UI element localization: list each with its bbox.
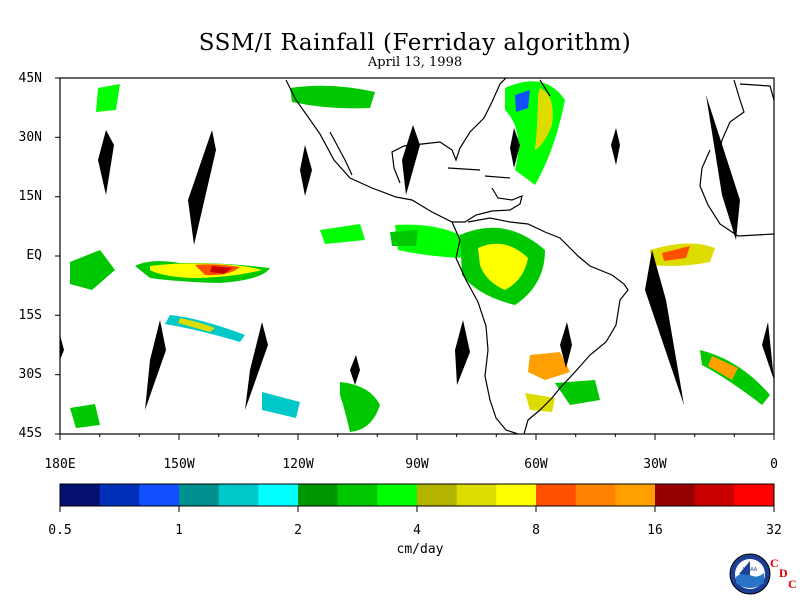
colorbar-label-0-5: 0.5: [48, 523, 72, 538]
lon-label-60w: 60W: [524, 457, 548, 472]
lon-label-0: 0: [770, 457, 778, 472]
colorbar-swatch: [218, 484, 259, 506]
colorbar-swatch: [337, 484, 378, 506]
coastline-africa: [699, 149, 774, 237]
swath-gap: [706, 95, 740, 240]
swath-gap: [455, 320, 470, 385]
colorbar-swatch: [179, 484, 220, 506]
lat-label-15n: 15N: [18, 189, 42, 204]
swath-gap: [402, 125, 420, 195]
swath-gap: [510, 128, 520, 168]
colorbar-swatch: [99, 484, 140, 506]
rain-patch-south-pacific-storm: [340, 382, 380, 432]
lat-label-45n: 45N: [18, 71, 42, 86]
rain-patch-northwest-pacific: [96, 84, 120, 112]
colorbar-label-32: 32: [766, 523, 782, 538]
coastline-gulf-of-california: [329, 131, 353, 176]
rain-patch-south-atlantic: [528, 352, 570, 380]
swath-gap: [762, 322, 774, 380]
rain-patch-mid-pacific-2: [390, 230, 418, 246]
rain-patch-east-south-atlantic-core: [708, 356, 738, 380]
rain-patch-south-atlantic-3: [525, 393, 555, 412]
rain-patch-gulf-stream-blue: [515, 90, 530, 112]
missing-data-swaths: [60, 95, 774, 410]
swath-gap: [350, 355, 360, 385]
page-title: SSM/I Rainfall (Ferriday algorithm): [198, 30, 632, 56]
coastlines: [285, 78, 774, 434]
swath-gap: [60, 335, 64, 360]
colorbar-swatch: [496, 484, 537, 506]
rain-band-itcz-max: [210, 266, 232, 274]
noaa-logo-text: NOAA: [743, 567, 758, 573]
colorbar-label-8: 8: [532, 523, 540, 538]
noaa-logo: NOAA: [729, 553, 771, 595]
swath-gap: [645, 250, 684, 405]
lon-label-30w: 30W: [643, 457, 667, 472]
lat-label-30n: 30N: [18, 130, 42, 145]
coastline-south-america: [451, 217, 629, 434]
coastline-north-america: [285, 79, 523, 223]
map-plot-area: [60, 78, 774, 434]
page-subtitle: April 13, 1998: [367, 55, 463, 70]
swath-gap: [245, 322, 268, 410]
colorbar-swatch: [536, 484, 577, 506]
lat-label-45s: 45S: [18, 426, 42, 441]
colorbar-swatch: [615, 484, 656, 506]
lon-label-180e: 180E: [44, 457, 76, 472]
colorbar-units: cm/day: [396, 542, 444, 557]
rainfall-field: [70, 81, 770, 432]
colorbar-swatch: [417, 484, 458, 506]
rain-patch-east-south-atlantic: [700, 350, 770, 405]
rain-patch-southwest-pacific: [70, 404, 100, 428]
swath-gap: [560, 322, 572, 368]
colorbar-swatch: [655, 484, 696, 506]
coastline-europe: [719, 79, 745, 151]
swath-gap: [145, 320, 166, 410]
colorbar-ticks: [59, 506, 775, 512]
lon-label-120w: 120W: [282, 457, 314, 472]
cdc-letter-c1: C: [770, 556, 779, 570]
swath-gap: [188, 130, 216, 245]
coastline-hudson: [539, 79, 551, 97]
rain-patch-atlantic-itcz-core: [662, 246, 690, 261]
colorbar-label-1: 1: [175, 523, 183, 538]
colorbar-label-16: 16: [647, 523, 663, 538]
colorbar-swatch: [60, 484, 101, 506]
rain-patch-west-pacific: [70, 250, 115, 290]
rain-patch-gulf-stream-core: [535, 88, 553, 150]
colorbar-swatch: [377, 484, 418, 506]
lon-label-90w: 90W: [405, 457, 429, 472]
lat-label-30s: 30S: [18, 367, 42, 382]
rain-patch-south-atlantic-2: [555, 380, 600, 405]
swath-gap: [98, 130, 114, 195]
rain-patch-south-pacific-storm-2: [262, 392, 300, 418]
cdc-letter-c2: C: [788, 577, 797, 591]
lat-label-15s: 15S: [18, 308, 42, 323]
lat-label-eq: EQ: [26, 248, 42, 263]
colorbar-swatch: [298, 484, 339, 506]
coastline-greenland: [739, 83, 774, 101]
coastline-gulf-of-mexico: [391, 78, 507, 184]
rain-patch-amazon-core: [478, 243, 528, 290]
colorbar-swatch: [734, 484, 775, 506]
colorbar-swatch: [575, 484, 616, 506]
axis-ticks: [55, 77, 775, 440]
colorbar-label-2: 2: [294, 523, 302, 538]
colorbar-swatch: [139, 484, 180, 506]
colorbar-swatch: [694, 484, 735, 506]
rain-patch-mid-pacific: [320, 224, 365, 244]
colorbar-swatch: [258, 484, 299, 506]
colorbar: [60, 484, 775, 506]
cdc-letter-d: D: [779, 566, 788, 580]
rain-patch-spcz-core: [178, 318, 215, 332]
swath-gap: [300, 145, 312, 196]
rain-patch-north-pacific: [290, 85, 375, 109]
swath-gap: [611, 128, 620, 165]
colorbar-swatch: [456, 484, 497, 506]
coastline-caribbean-islands: [447, 167, 511, 179]
colorbar-label-4: 4: [413, 523, 421, 538]
lon-label-150w: 150W: [163, 457, 195, 472]
